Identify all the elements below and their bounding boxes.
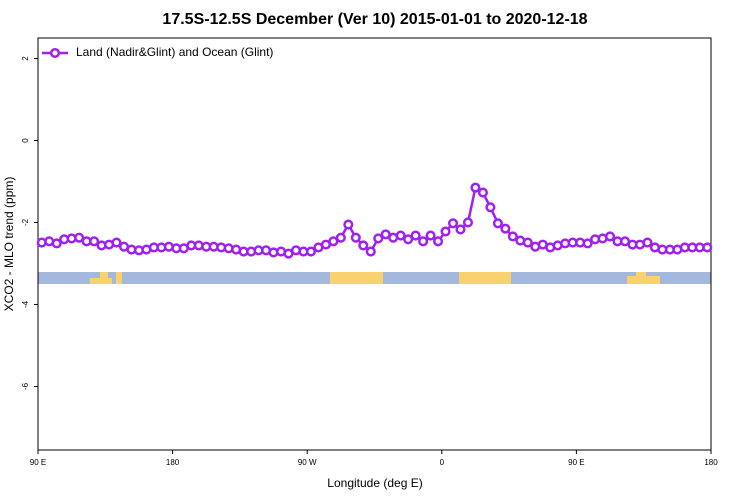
x-tick-label: 90 W (298, 458, 317, 467)
data-point (358, 240, 369, 251)
y-tick-label: -4 (21, 300, 30, 308)
data-point (365, 246, 376, 257)
legend-label: Land (Nadir&Glint) and Ocean (Glint) (76, 45, 273, 59)
data-point (470, 182, 481, 193)
data-point (335, 232, 346, 243)
y-tick-label: 2 (21, 56, 30, 61)
data-point (485, 202, 496, 213)
data-point (89, 236, 100, 247)
land-patch (459, 272, 511, 284)
data-point (605, 231, 616, 242)
data-point (305, 246, 316, 257)
data-point (51, 238, 62, 249)
data-point (418, 236, 429, 247)
data-point (507, 231, 518, 242)
data-point (433, 236, 444, 247)
data-point (350, 232, 361, 243)
land-patch (116, 272, 122, 284)
data-point (477, 187, 488, 198)
data-point (462, 217, 474, 228)
y-tick-label: 0 (21, 138, 30, 143)
land-ocean-strip (38, 272, 711, 284)
data-point (500, 223, 511, 234)
y-axis-label: XCO2 - MLO trend (ppm) (2, 177, 16, 312)
chart-title: 17.5S-12.5S December (Ver 10) 2015-01-01… (162, 11, 587, 28)
y-tick-label: -2 (21, 218, 30, 226)
x-tick-label: 90 E (568, 458, 584, 467)
legend-marker (49, 47, 61, 59)
data-point (403, 234, 414, 245)
data-point (373, 233, 384, 244)
data-point (702, 242, 713, 253)
land-patch (627, 276, 660, 284)
x-axis-label: Longitude (deg E) (327, 476, 422, 490)
data-point (74, 232, 85, 243)
x-tick-label: 90 E (30, 458, 46, 467)
x-tick-label: 180 (704, 458, 718, 467)
data-point (455, 224, 466, 235)
data-point (111, 237, 122, 248)
data-point (492, 218, 503, 229)
data-point (328, 236, 339, 247)
data-point (440, 226, 451, 237)
land-patch (636, 272, 646, 278)
data-point (582, 238, 593, 249)
data-point (642, 237, 653, 248)
data-point (343, 219, 354, 230)
data-point (395, 230, 406, 241)
data-point (425, 230, 436, 241)
x-tick-label: 180 (166, 458, 180, 467)
data-point (410, 230, 421, 241)
land-patch (90, 278, 112, 284)
data-point (447, 218, 459, 229)
x-tick-label: 0 (440, 458, 445, 467)
y-tick-label: -6 (21, 382, 30, 390)
series-line (41, 185, 708, 255)
land-patch (330, 272, 383, 284)
land-patch (100, 272, 108, 280)
data-point (522, 237, 533, 248)
